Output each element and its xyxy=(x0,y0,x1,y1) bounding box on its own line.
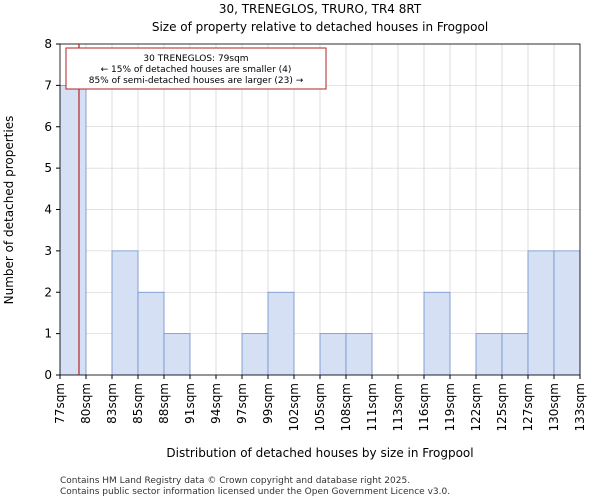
y-tick-label: 3 xyxy=(44,244,52,258)
y-tick-label: 2 xyxy=(44,285,52,299)
bar-97sqm xyxy=(241,333,269,376)
x-tick-label: 119sqm xyxy=(443,383,457,431)
plot-frame xyxy=(59,43,581,376)
x-tick-label: 111sqm xyxy=(365,383,379,431)
chart-title: 30, TRENEGLOS, TRURO, TR4 8RT xyxy=(219,2,422,16)
bar-99sqm xyxy=(267,291,295,376)
y-tick-label: 7 xyxy=(44,78,52,92)
bar-85sqm xyxy=(137,291,165,376)
x-tick-label: 130sqm xyxy=(547,383,561,431)
y-axis-label: Number of detached properties xyxy=(2,116,16,305)
bar-116sqm xyxy=(423,291,451,376)
y-tick-label: 4 xyxy=(44,203,52,217)
x-tick-label: 113sqm xyxy=(391,383,405,431)
annotation-line-2: ← 15% of detached houses are smaller (4) xyxy=(101,65,292,75)
x-tick-label: 102sqm xyxy=(287,383,301,431)
bars xyxy=(59,84,581,376)
bar-130sqm xyxy=(553,250,581,376)
bar-83sqm xyxy=(111,250,139,376)
y-tick-label: 5 xyxy=(44,161,52,175)
x-tick-label: 99sqm xyxy=(261,383,275,424)
bar-88sqm xyxy=(163,333,191,376)
x-tick-label: 85sqm xyxy=(131,383,145,424)
x-tick-label: 125sqm xyxy=(495,383,509,431)
bar-105sqm xyxy=(319,333,347,376)
y-tick-label: 0 xyxy=(44,368,52,382)
x-tick-label: 94sqm xyxy=(209,383,223,424)
bar-125sqm xyxy=(501,333,529,376)
x-axis-ticks: 77sqm 80sqm 83sqm 85sqm 88sqm 91sqm 94sqm 97sqm… xyxy=(53,375,587,431)
x-tick-label: 108sqm xyxy=(339,383,353,431)
x-tick-label: 91sqm xyxy=(183,383,197,424)
footer-line-1: Contains HM Land Registry data © Crown c… xyxy=(60,476,410,486)
x-tick-label: 88sqm xyxy=(157,383,171,424)
x-tick-label: 105sqm xyxy=(313,383,327,431)
bar-77sqm xyxy=(59,84,87,376)
y-tick-label: 1 xyxy=(44,327,52,341)
x-tick-label: 97sqm xyxy=(235,383,249,424)
y-tick-label: 8 xyxy=(44,37,52,51)
chart-subtitle: Size of property relative to detached ho… xyxy=(152,20,488,34)
x-tick-label: 127sqm xyxy=(521,383,535,431)
x-tick-label: 77sqm xyxy=(53,383,67,424)
footer-line-2: Contains public sector information licen… xyxy=(60,487,450,497)
bar-127sqm xyxy=(527,250,555,376)
bar-108sqm xyxy=(345,333,373,376)
annotation-box: 30 TRENEGLOS: 79sqm ← 15% of detached ho… xyxy=(65,47,327,90)
annotation-line-3: 85% of semi-detached houses are larger (… xyxy=(89,76,304,86)
x-axis-label: Distribution of detached houses by size … xyxy=(166,446,473,460)
y-axis-ticks: 0 1 2 3 4 5 6 7 8 xyxy=(44,37,60,382)
x-tick-label: 80sqm xyxy=(79,383,93,424)
y-tick-label: 6 xyxy=(44,120,52,134)
x-tick-label: 122sqm xyxy=(469,383,483,431)
x-tick-label: 116sqm xyxy=(417,383,431,431)
x-tick-label: 133sqm xyxy=(573,383,587,431)
bar-122sqm xyxy=(475,333,503,376)
annotation-line-1: 30 TRENEGLOS: 79sqm xyxy=(143,54,248,64)
x-tick-label: 83sqm xyxy=(105,383,119,424)
